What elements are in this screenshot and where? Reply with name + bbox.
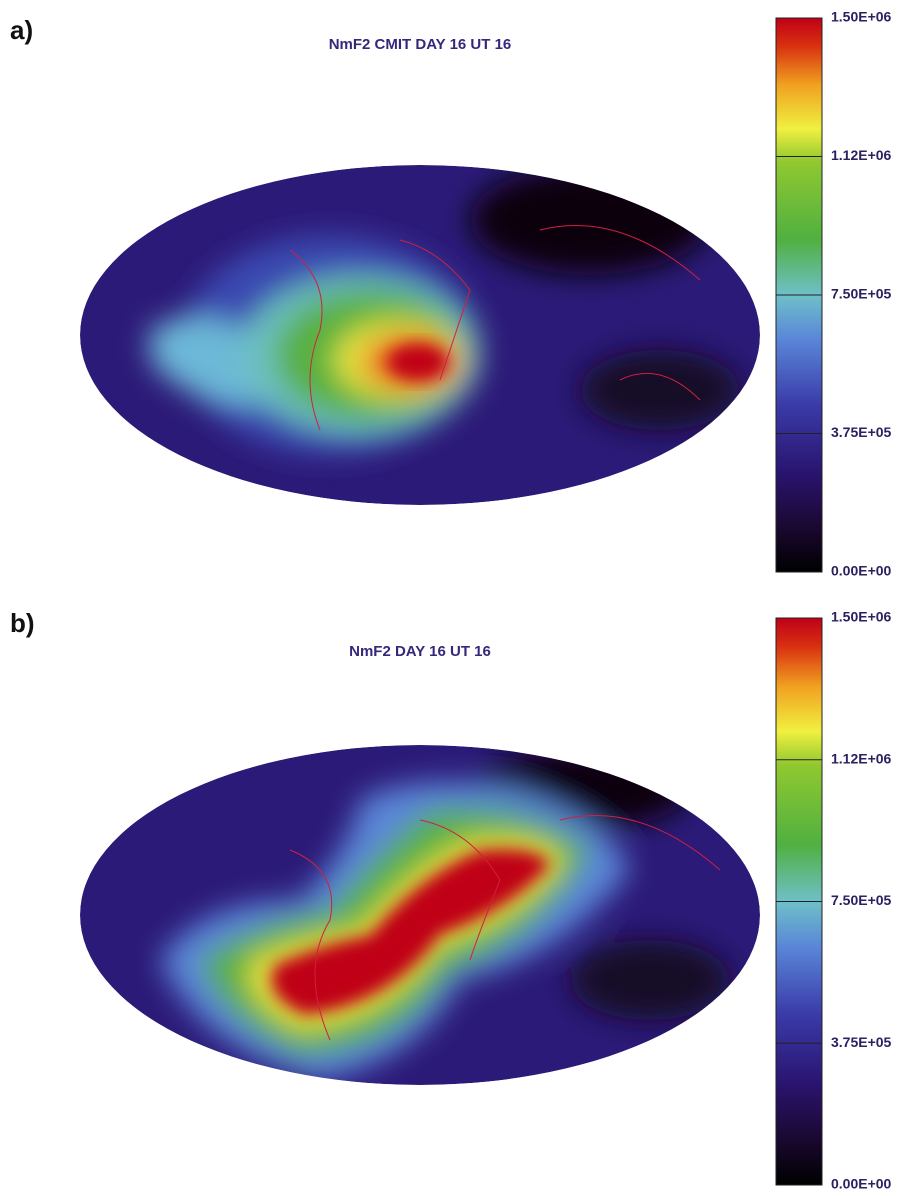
colorbar-tick-label: 0.00E+00 — [831, 1176, 892, 1192]
map-b — [80, 745, 760, 1085]
colorbar-tick-label: 3.75E+05 — [831, 1034, 892, 1050]
colorbar-tick-label: 1.12E+06 — [831, 750, 892, 766]
panel-label: b) — [10, 608, 35, 638]
colorbar-tick-label: 7.50E+05 — [831, 286, 892, 302]
colorbar-tick-label: 3.75E+05 — [831, 424, 892, 440]
panel-title: NmF2 DAY 16 UT 16 — [349, 643, 491, 660]
colorbar-tick-label: 1.12E+06 — [831, 147, 892, 163]
colorbar-tick-label: 7.50E+05 — [831, 892, 892, 908]
map-a — [80, 165, 760, 505]
panel-title: NmF2 CMIT DAY 16 UT 16 — [329, 36, 512, 53]
colorbar-tick-label: 0.00E+00 — [831, 563, 892, 579]
colorbar-tick-label: 1.50E+06 — [831, 609, 892, 625]
panel-label: a) — [10, 15, 33, 45]
colorbar-tick-label: 1.50E+06 — [831, 9, 892, 25]
